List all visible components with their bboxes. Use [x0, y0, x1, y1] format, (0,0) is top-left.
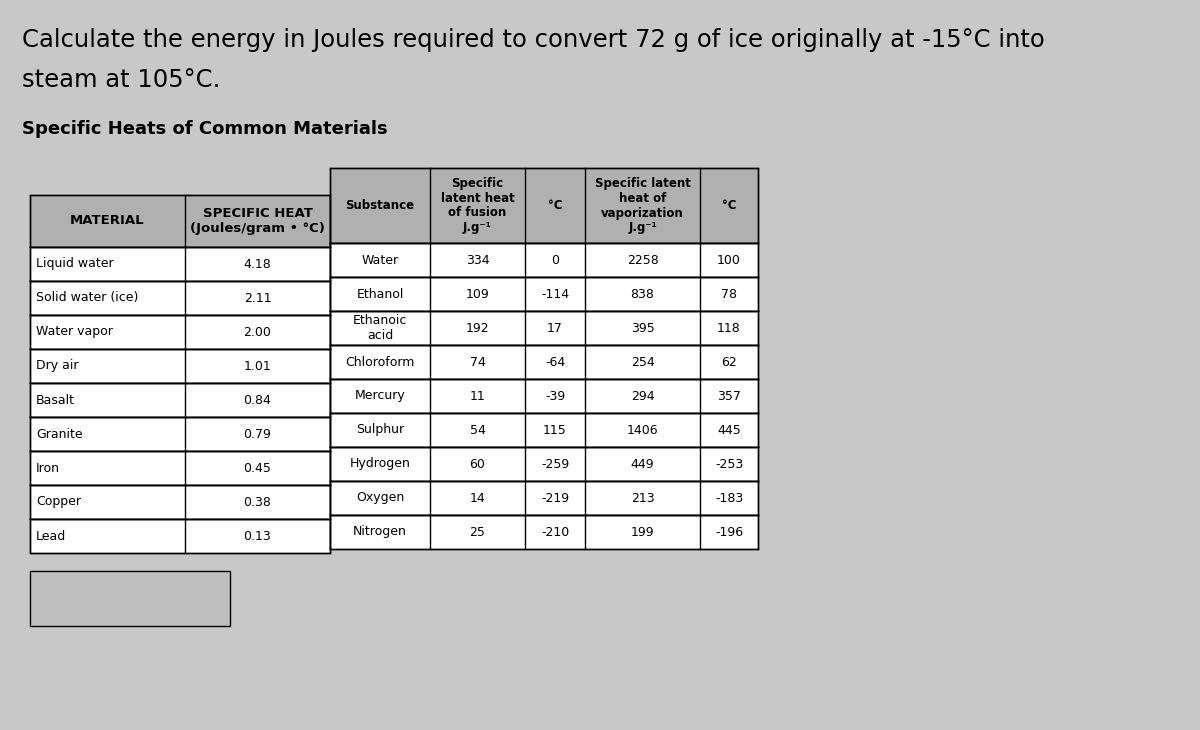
Text: 0.79: 0.79 [244, 428, 271, 440]
Text: 100: 100 [718, 253, 740, 266]
Text: -64: -64 [545, 356, 565, 369]
Text: Lead: Lead [36, 529, 66, 542]
Text: 0.13: 0.13 [244, 529, 271, 542]
Text: 192: 192 [466, 321, 490, 334]
Bar [30, 315, 330, 349]
Text: Granite: Granite [36, 428, 83, 440]
Text: 4.18: 4.18 [244, 258, 271, 271]
Text: Water: Water [361, 253, 398, 266]
Text: 334: 334 [466, 253, 490, 266]
Text: Chloroform: Chloroform [346, 356, 415, 369]
Text: 199: 199 [631, 526, 654, 539]
Text: 11: 11 [469, 390, 485, 402]
Text: Mercury: Mercury [355, 390, 406, 402]
Text: Basalt: Basalt [36, 393, 74, 407]
Text: Copper: Copper [36, 496, 82, 509]
Bar [330, 168, 758, 243]
Text: 25: 25 [469, 526, 486, 539]
Text: 449: 449 [631, 458, 654, 471]
Text: 115: 115 [544, 423, 566, 437]
Bar [330, 379, 758, 413]
Text: 78: 78 [721, 288, 737, 301]
Text: Nitrogen: Nitrogen [353, 526, 407, 539]
Text: SPECIFIC HEAT
(Joules/gram • °C): SPECIFIC HEAT (Joules/gram • °C) [190, 207, 325, 235]
Bar [330, 277, 758, 311]
Text: Oxygen: Oxygen [356, 491, 404, 504]
Text: 118: 118 [718, 321, 740, 334]
Text: 838: 838 [630, 288, 654, 301]
Text: Specific latent
heat of
vaporization
J.g⁻¹: Specific latent heat of vaporization J.g… [594, 177, 690, 234]
Text: 254: 254 [631, 356, 654, 369]
Bar [30, 485, 330, 519]
Text: -196: -196 [715, 526, 743, 539]
Text: -39: -39 [545, 390, 565, 402]
Text: °C: °C [547, 199, 563, 212]
Bar [30, 195, 330, 247]
Text: 0.84: 0.84 [244, 393, 271, 407]
Text: -219: -219 [541, 491, 569, 504]
Text: -210: -210 [541, 526, 569, 539]
Text: 294: 294 [631, 390, 654, 402]
Text: Calculate the energy in Joules required to convert 72 g of ice originally at -15: Calculate the energy in Joules required … [22, 28, 1045, 52]
Text: 0: 0 [551, 253, 559, 266]
Text: Solid water (ice): Solid water (ice) [36, 291, 138, 304]
Bar [30, 451, 330, 485]
Bar [30, 571, 230, 626]
Text: 213: 213 [631, 491, 654, 504]
Text: -259: -259 [541, 458, 569, 471]
Bar [330, 447, 758, 481]
Text: MATERIAL: MATERIAL [70, 215, 145, 228]
Bar [30, 417, 330, 451]
Text: Liquid water: Liquid water [36, 258, 114, 271]
Text: -114: -114 [541, 288, 569, 301]
Text: 2258: 2258 [626, 253, 659, 266]
Bar [330, 481, 758, 515]
Text: Substance: Substance [346, 199, 414, 212]
Bar [330, 345, 758, 379]
Text: 1406: 1406 [626, 423, 659, 437]
Text: Specific
latent heat
of fusion
J.g⁻¹: Specific latent heat of fusion J.g⁻¹ [440, 177, 515, 234]
Text: Water vapor: Water vapor [36, 326, 113, 339]
Bar [30, 349, 330, 383]
Text: Iron: Iron [36, 461, 60, 474]
Text: 74: 74 [469, 356, 486, 369]
Text: 395: 395 [631, 321, 654, 334]
Text: 445: 445 [718, 423, 740, 437]
Text: Hydrogen: Hydrogen [349, 458, 410, 471]
Bar [330, 413, 758, 447]
Text: 0.38: 0.38 [244, 496, 271, 509]
Text: 17: 17 [547, 321, 563, 334]
Bar [330, 311, 758, 345]
Text: -183: -183 [715, 491, 743, 504]
Bar [30, 519, 330, 553]
Text: steam at 105°C.: steam at 105°C. [22, 68, 221, 92]
Text: 2.00: 2.00 [244, 326, 271, 339]
Text: °C: °C [721, 199, 737, 212]
Text: Ethanol: Ethanol [356, 288, 403, 301]
Text: 14: 14 [469, 491, 485, 504]
Text: Dry air: Dry air [36, 359, 78, 372]
Bar [330, 243, 758, 277]
Text: 109: 109 [466, 288, 490, 301]
Text: 357: 357 [718, 390, 740, 402]
Text: 0.45: 0.45 [244, 461, 271, 474]
Text: 1.01: 1.01 [244, 359, 271, 372]
Bar [30, 247, 330, 281]
Text: -253: -253 [715, 458, 743, 471]
Bar [30, 281, 330, 315]
Text: Sulphur: Sulphur [356, 423, 404, 437]
Bar [330, 515, 758, 549]
Text: 54: 54 [469, 423, 486, 437]
Bar [30, 383, 330, 417]
Text: 62: 62 [721, 356, 737, 369]
Text: Specific Heats of Common Materials: Specific Heats of Common Materials [22, 120, 388, 138]
Text: Ethanoic
acid: Ethanoic acid [353, 314, 407, 342]
Text: 60: 60 [469, 458, 486, 471]
Text: 2.11: 2.11 [244, 291, 271, 304]
